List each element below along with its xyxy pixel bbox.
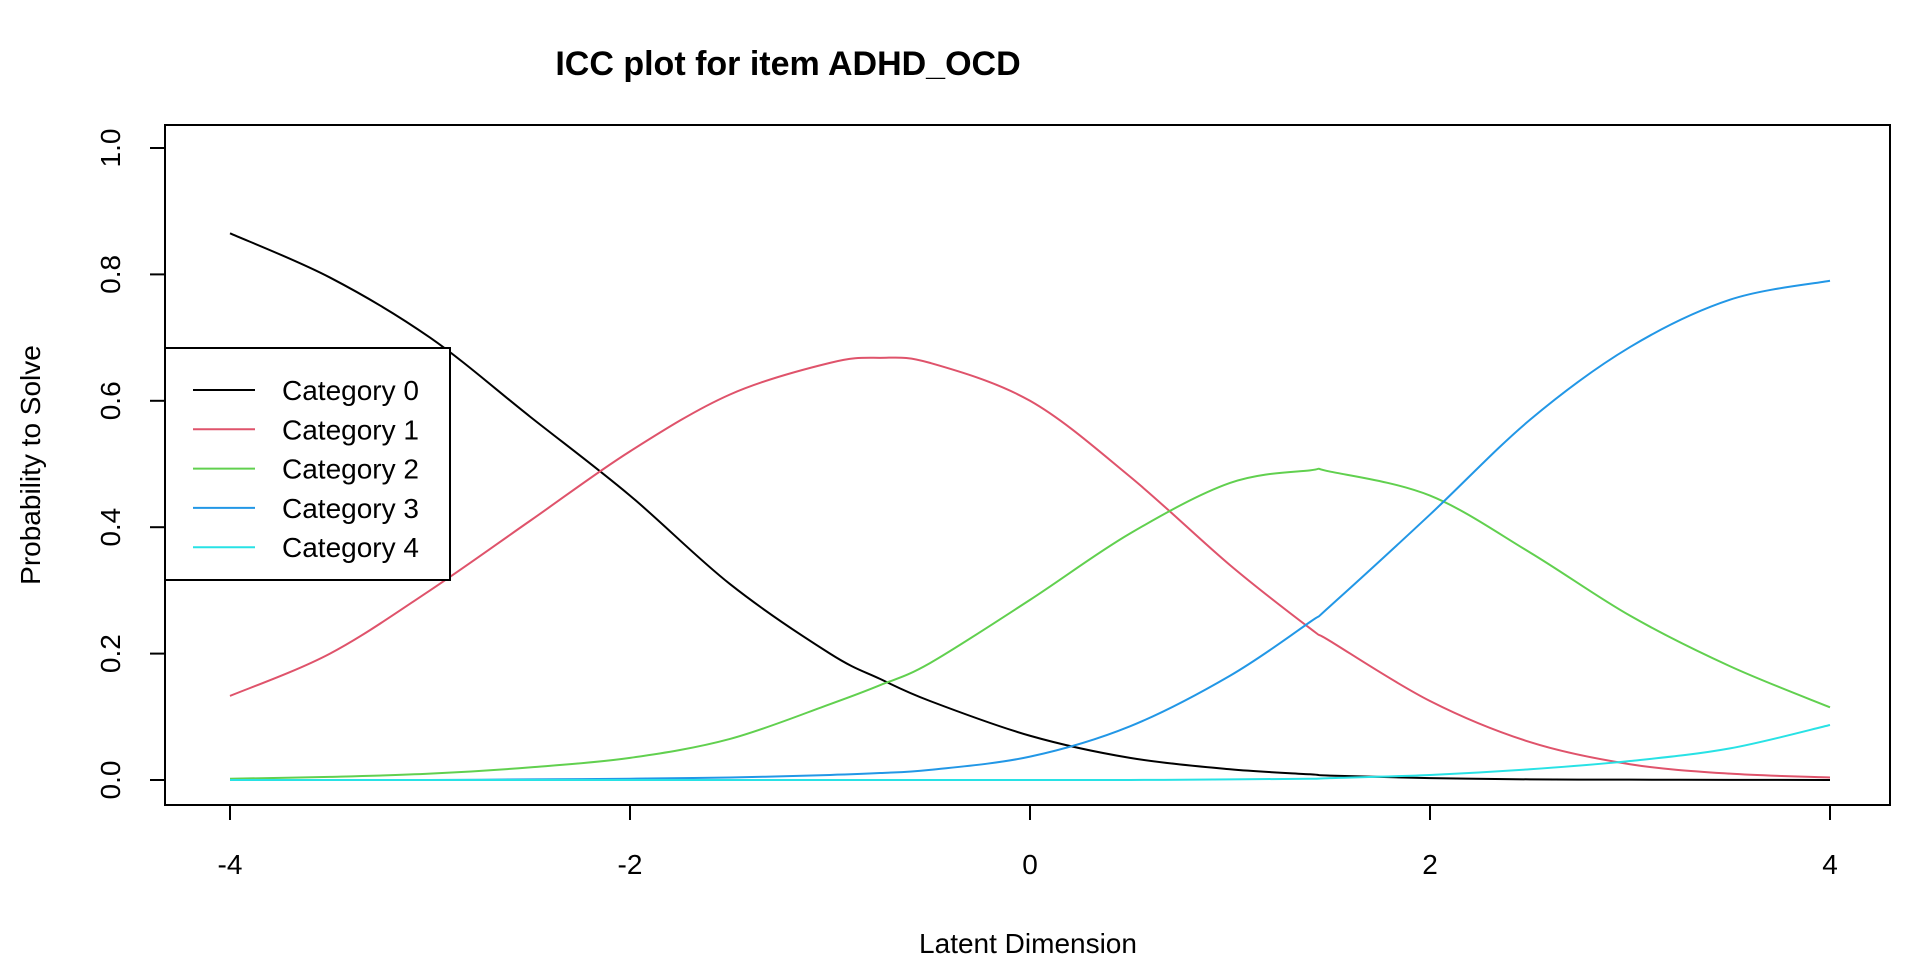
legend-label: Category 1 — [282, 414, 419, 445]
legend-label: Category 2 — [282, 454, 419, 485]
y-tick-label: 1.0 — [95, 129, 126, 168]
series-line-category-0 — [229, 232, 1831, 781]
x-tick-label: -4 — [218, 849, 243, 880]
series-line-category-2 — [229, 467, 1831, 780]
y-tick-label: 0.6 — [95, 381, 126, 420]
y-tick-label: 0.4 — [95, 508, 126, 547]
series-line-category-4 — [230, 724, 1831, 782]
y-axis-label: Probability to Solve — [15, 345, 46, 585]
y-tick-label: 0.0 — [95, 761, 126, 800]
chart-title: ICC plot for item ADHD_OCD — [555, 45, 1020, 83]
x-axis: -4 -2 0 2 4 — [218, 804, 1838, 880]
x-tick-label: 2 — [1422, 849, 1438, 880]
legend-box — [164, 347, 451, 581]
y-axis: 0.0 0.2 0.4 0.6 0.8 1.0 — [95, 129, 166, 800]
legend: Category 0 Category 1 Category 2 Category 3… — [164, 347, 451, 581]
series-layer — [229, 232, 1831, 782]
legend-label: Category 4 — [282, 532, 419, 563]
y-tick-label: 0.2 — [95, 634, 126, 673]
legend-label: Category 3 — [282, 493, 419, 524]
x-tick-label: 4 — [1822, 849, 1838, 880]
x-tick-label: -2 — [618, 849, 643, 880]
legend-label: Category 0 — [282, 375, 419, 406]
y-tick-label: 0.8 — [95, 255, 126, 294]
series-line-category-1 — [229, 356, 1831, 779]
x-axis-label: Latent Dimension — [919, 928, 1137, 959]
series-line-category-3 — [230, 279, 1831, 782]
x-tick-label: 0 — [1022, 849, 1038, 880]
